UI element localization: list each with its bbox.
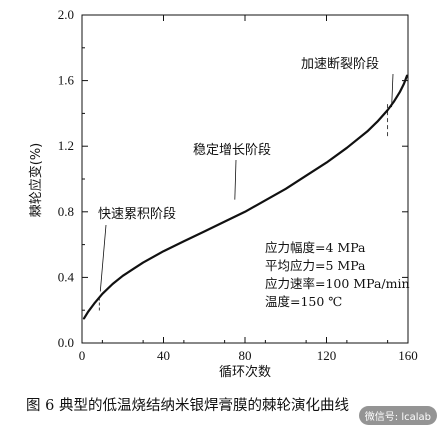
y-tick-label: 0.4 [58,269,75,284]
parameter-line: 应力幅度=4 MPa [265,240,366,255]
x-tick-label: 120 [317,348,337,363]
y-tick-label: 2.0 [58,7,74,22]
annotations: 快速累积阶段 稳定增长阶段 加速断裂阶段 [98,57,394,312]
annotation-leader [234,159,237,200]
parameter-line: 平均应力=5 MPa [265,258,366,273]
y-axis-title: 棘轮应变(%) [28,143,44,218]
y-tick-label: 1.2 [58,138,74,153]
y-tick-label: 0.0 [58,335,74,350]
x-tick-label: 40 [157,348,170,363]
parameter-line: 应力速率=100 MPa/min [265,276,410,291]
tick-labels: 0 40 80 120 160 0.0 0.4 0.8 1.2 1.6 2.0 [58,7,418,363]
x-tick-label: 160 [398,348,418,363]
watermark: 微信号: lcalab [358,406,437,425]
annotation-leader [391,73,394,108]
annotation-label: 稳定增长阶段 [193,142,271,158]
x-tick-label: 0 [79,348,86,363]
x-axis-title: 循环次数 [219,364,271,380]
figure-caption: 图 6 典型的低温烧结纳米银焊膏膜的棘轮演化曲线 [26,398,349,414]
annotation-label: 加速断裂阶段 [301,57,379,72]
annotation-label: 快速累积阶段 [98,207,176,222]
y-tick-label: 0.8 [58,204,74,219]
parameter-box: 应力幅度=4 MPa 平均应力=5 MPa 应力速率=100 MPa/min 温度=1… [265,240,410,309]
series-line [82,74,409,320]
parameter-line: 温度=150 ℃ [265,294,342,309]
chart: 0 40 80 120 160 0.0 0.4 0.8 1.2 1.6 2.0 快速累积阶段 稳定增长… [28,7,418,380]
y-tick-label: 1.6 [58,73,75,88]
annotation-leader [99,224,107,292]
x-tick-label: 80 [239,348,252,363]
